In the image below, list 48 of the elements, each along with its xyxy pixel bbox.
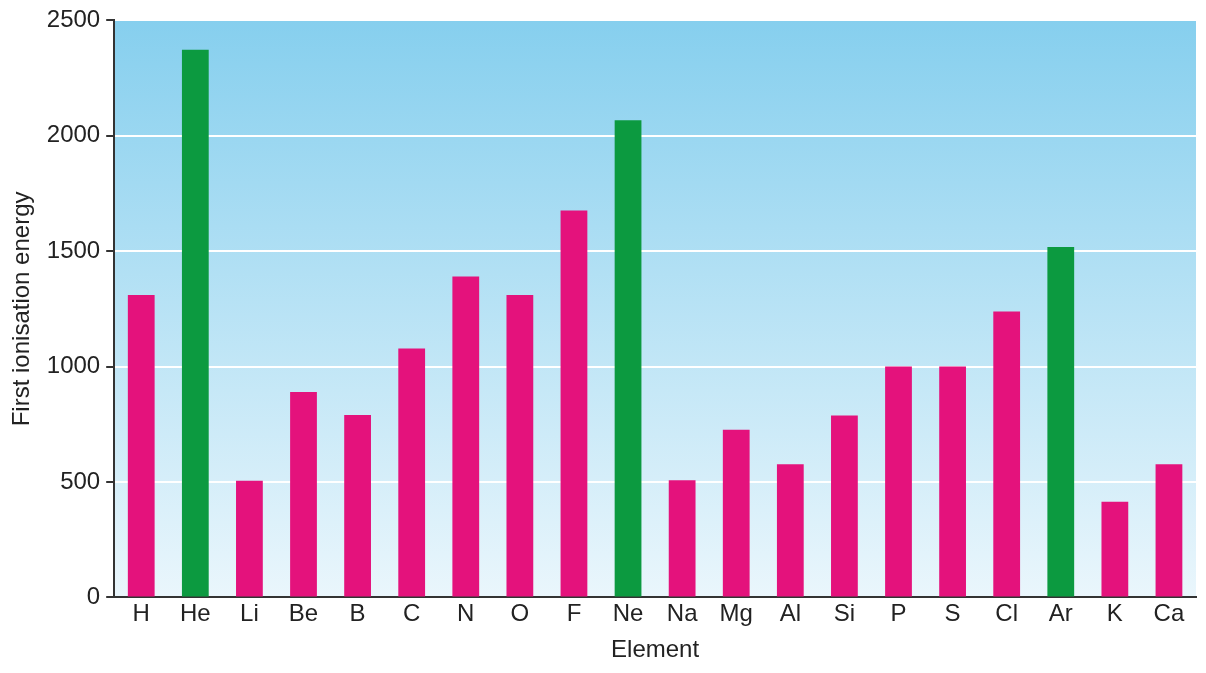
x-tick-label: F bbox=[566, 599, 582, 627]
x-tick-label: C bbox=[403, 599, 421, 627]
y-tick-label: 2500 bbox=[46, 5, 101, 33]
bar bbox=[290, 391, 317, 597]
x-tick-label: Si bbox=[833, 599, 856, 627]
x-tick-label: Be bbox=[288, 599, 319, 627]
x-tick-label: Cl bbox=[995, 599, 1019, 627]
x-tick-label: Ar bbox=[1048, 599, 1073, 627]
x-tick-label: Na bbox=[666, 599, 699, 627]
bar bbox=[236, 480, 263, 597]
bar bbox=[181, 49, 209, 597]
bar bbox=[452, 276, 480, 597]
bar bbox=[344, 415, 371, 597]
x-tick-label: N bbox=[457, 599, 475, 627]
x-tick-label: Ne bbox=[612, 599, 644, 627]
bar bbox=[560, 210, 588, 597]
x-tick-label: K bbox=[1106, 599, 1123, 627]
x-axis-title: Element bbox=[611, 635, 700, 663]
x-tick-label: He bbox=[179, 599, 211, 627]
bar bbox=[831, 415, 858, 597]
bar bbox=[993, 311, 1021, 597]
x-tick-label: Ca bbox=[1153, 599, 1185, 627]
bar bbox=[614, 120, 642, 597]
bar bbox=[127, 295, 155, 597]
x-tick-label: S bbox=[944, 599, 961, 627]
y-tick-label: 1500 bbox=[46, 235, 101, 263]
y-axis-title: First ionisation energy bbox=[7, 191, 35, 427]
bar bbox=[939, 366, 966, 597]
x-tick-label: Mg bbox=[719, 599, 753, 627]
bar bbox=[1047, 247, 1075, 597]
bar bbox=[885, 366, 912, 597]
bar bbox=[398, 348, 426, 597]
x-tick-label: B bbox=[349, 599, 366, 627]
bar bbox=[722, 429, 750, 597]
y-tick-label: 2000 bbox=[46, 120, 101, 148]
y-tick-label: 0 bbox=[86, 582, 101, 610]
x-tick-label: O bbox=[510, 599, 530, 627]
x-tick-label: P bbox=[890, 599, 907, 627]
y-tick-label: 500 bbox=[60, 466, 101, 494]
x-tick-label: Al bbox=[779, 599, 801, 627]
x-tick-label: Li bbox=[240, 599, 259, 627]
x-tick-label: H bbox=[132, 599, 150, 627]
y-tick-label: 1000 bbox=[46, 351, 101, 379]
bar bbox=[1101, 501, 1129, 597]
bar bbox=[1155, 464, 1183, 597]
bar bbox=[506, 295, 534, 597]
bar bbox=[668, 480, 696, 597]
bar bbox=[776, 464, 804, 597]
